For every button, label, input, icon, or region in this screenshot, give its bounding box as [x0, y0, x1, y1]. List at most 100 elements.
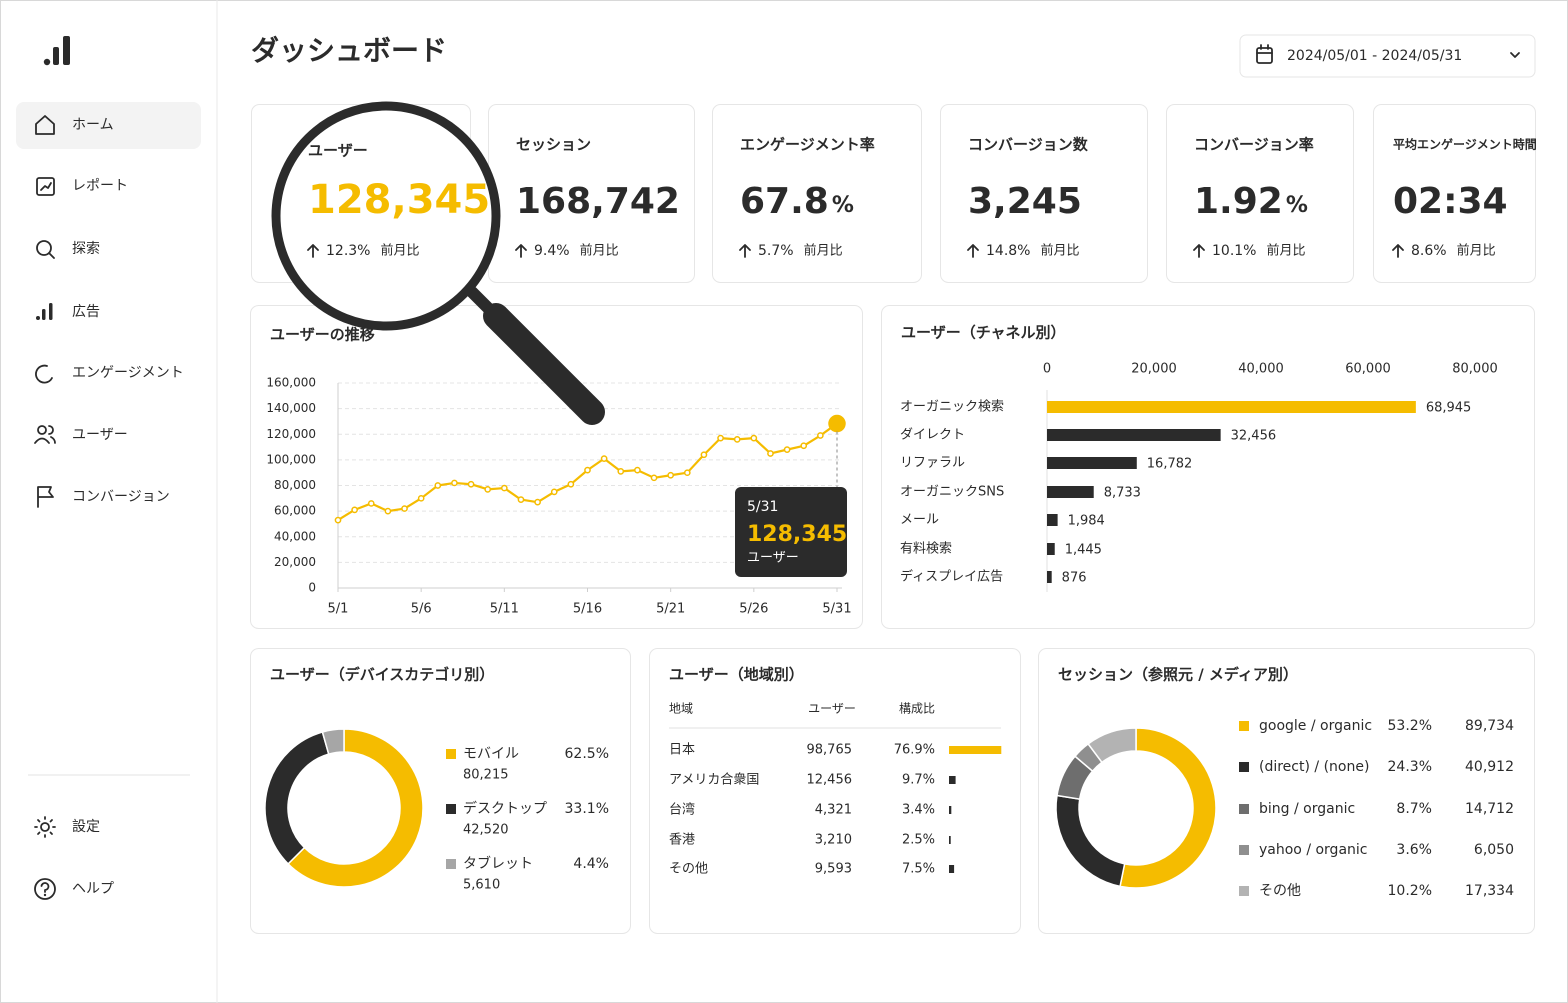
- kpi-note: 前月比: [1040, 243, 1079, 259]
- point: [451, 479, 458, 487]
- legend-label: その他: [1259, 883, 1301, 899]
- cell: 台湾: [669, 802, 695, 818]
- nav-active-bg: [16, 102, 201, 149]
- donut-segment: [1087, 727, 1137, 764]
- nav-item[interactable]: 設定: [72, 819, 100, 835]
- date-picker[interactable]: [1239, 34, 1536, 78]
- legend-value: 3.6%: [1396, 842, 1432, 858]
- bar: [1047, 514, 1058, 526]
- point: [467, 480, 475, 488]
- point: [767, 450, 774, 457]
- point: [401, 505, 408, 512]
- kpi-note: 前月比: [804, 243, 843, 259]
- legend-count: 5,610: [463, 878, 500, 893]
- bar: [1047, 457, 1137, 469]
- share-bar: [949, 776, 956, 784]
- kpi-note: 前月比: [1457, 243, 1496, 259]
- cell: アメリカ合衆国: [669, 772, 759, 788]
- point: [534, 498, 541, 506]
- legend-swatch: [1239, 721, 1249, 731]
- kpi-label: セッション: [516, 136, 591, 154]
- nav-item[interactable]: コンバージョン: [72, 489, 170, 505]
- x-tick-label: 5/1: [328, 602, 349, 617]
- kpi-value: 3,245: [968, 181, 1082, 222]
- cell: 7.5%: [902, 862, 935, 877]
- kpi-label: ユーザー: [308, 142, 368, 160]
- kpi-label: 平均エンゲージメント時間: [1393, 137, 1537, 152]
- up-arrow: [1392, 244, 1404, 258]
- point: [600, 455, 608, 462]
- nav-item[interactable]: レポート: [72, 178, 128, 194]
- share-bar: [949, 836, 951, 844]
- value-label: 16,782: [1147, 457, 1193, 472]
- cell: 日本: [669, 743, 695, 758]
- nav-item[interactable]: ユーザー: [72, 427, 128, 443]
- nav-item[interactable]: ホーム: [72, 117, 114, 133]
- cell: 98,765: [807, 743, 853, 758]
- bar: [1047, 401, 1416, 413]
- legend-label: bing / organic: [1259, 801, 1355, 817]
- y-tick-label: 20,000: [274, 555, 316, 569]
- y-tick-label: 100,000: [266, 452, 316, 466]
- nav-icons: [34, 115, 56, 900]
- tooltip: [735, 487, 847, 577]
- cell: 9,593: [815, 862, 852, 877]
- kpi-change: 12.3%: [326, 243, 370, 259]
- y-tick-label: 120,000: [266, 427, 316, 441]
- category-label: リファラル: [900, 456, 965, 471]
- legend-count: 42,520: [463, 823, 509, 838]
- panel-title: ユーザー（チャネル別）: [901, 324, 1066, 342]
- cell: 76.9%: [894, 743, 935, 758]
- legend-swatch: [446, 804, 456, 814]
- x-tick-label: 40,000: [1238, 362, 1284, 377]
- value-label: 32,456: [1231, 429, 1277, 444]
- legend-value: 24.3%: [1388, 759, 1432, 775]
- x-tick-label: 5/6: [411, 602, 432, 617]
- y-tick-label: 160,000: [266, 376, 316, 390]
- kpi-label: エンゲージメント率: [740, 136, 875, 154]
- magnifier: [271, 101, 605, 425]
- kpi-value: 02:34: [1393, 181, 1508, 222]
- nav-item[interactable]: ヘルプ: [72, 881, 114, 897]
- legend-count: 6,050: [1474, 842, 1514, 858]
- legend-value: 53.2%: [1388, 718, 1432, 734]
- point: [334, 516, 342, 524]
- point: [634, 466, 641, 474]
- nav-item[interactable]: 広告: [72, 304, 100, 320]
- value-label: 68,945: [1426, 401, 1472, 416]
- kpi-change: 14.8%: [986, 243, 1030, 259]
- donut-segment: [1119, 727, 1217, 889]
- kpi-change: 8.6%: [1411, 243, 1447, 259]
- tooltip-label: ユーザー: [747, 551, 799, 566]
- device-panel: [250, 648, 631, 934]
- legend-swatch: [1239, 762, 1249, 772]
- y-tick-label: 0: [308, 581, 316, 595]
- share-bar: [949, 806, 952, 814]
- kpi-value: 128,345: [308, 177, 490, 223]
- point: [567, 480, 575, 488]
- point: [484, 485, 492, 493]
- page-title: ダッシュボード: [251, 34, 447, 67]
- kpi-note: 前月比: [580, 243, 619, 259]
- nav-item[interactable]: 探索: [72, 240, 100, 257]
- value-label: 1,984: [1068, 514, 1105, 529]
- up-arrow: [307, 244, 319, 258]
- x-tick-label: 0: [1043, 362, 1051, 377]
- nav-item[interactable]: エンゲージメント: [72, 365, 184, 381]
- kpi-value: 1.92: [1194, 181, 1283, 222]
- legend-label: yahoo / organic: [1259, 842, 1368, 858]
- x-tick-label: 20,000: [1131, 362, 1177, 377]
- legend-count: 14,712: [1465, 801, 1514, 817]
- cell: 12,456: [807, 773, 853, 788]
- x-tick-label: 80,000: [1452, 362, 1498, 377]
- category-label: ダイレクト: [900, 428, 965, 443]
- cell: 2.5%: [902, 833, 935, 848]
- logo: [43, 36, 70, 66]
- legend-count: 40,912: [1465, 759, 1514, 775]
- cell: 香港: [669, 833, 695, 848]
- value-label: 876: [1062, 571, 1087, 586]
- up-arrow: [515, 244, 527, 258]
- legend-value: 10.2%: [1388, 883, 1432, 899]
- y-tick-label: 80,000: [274, 478, 316, 492]
